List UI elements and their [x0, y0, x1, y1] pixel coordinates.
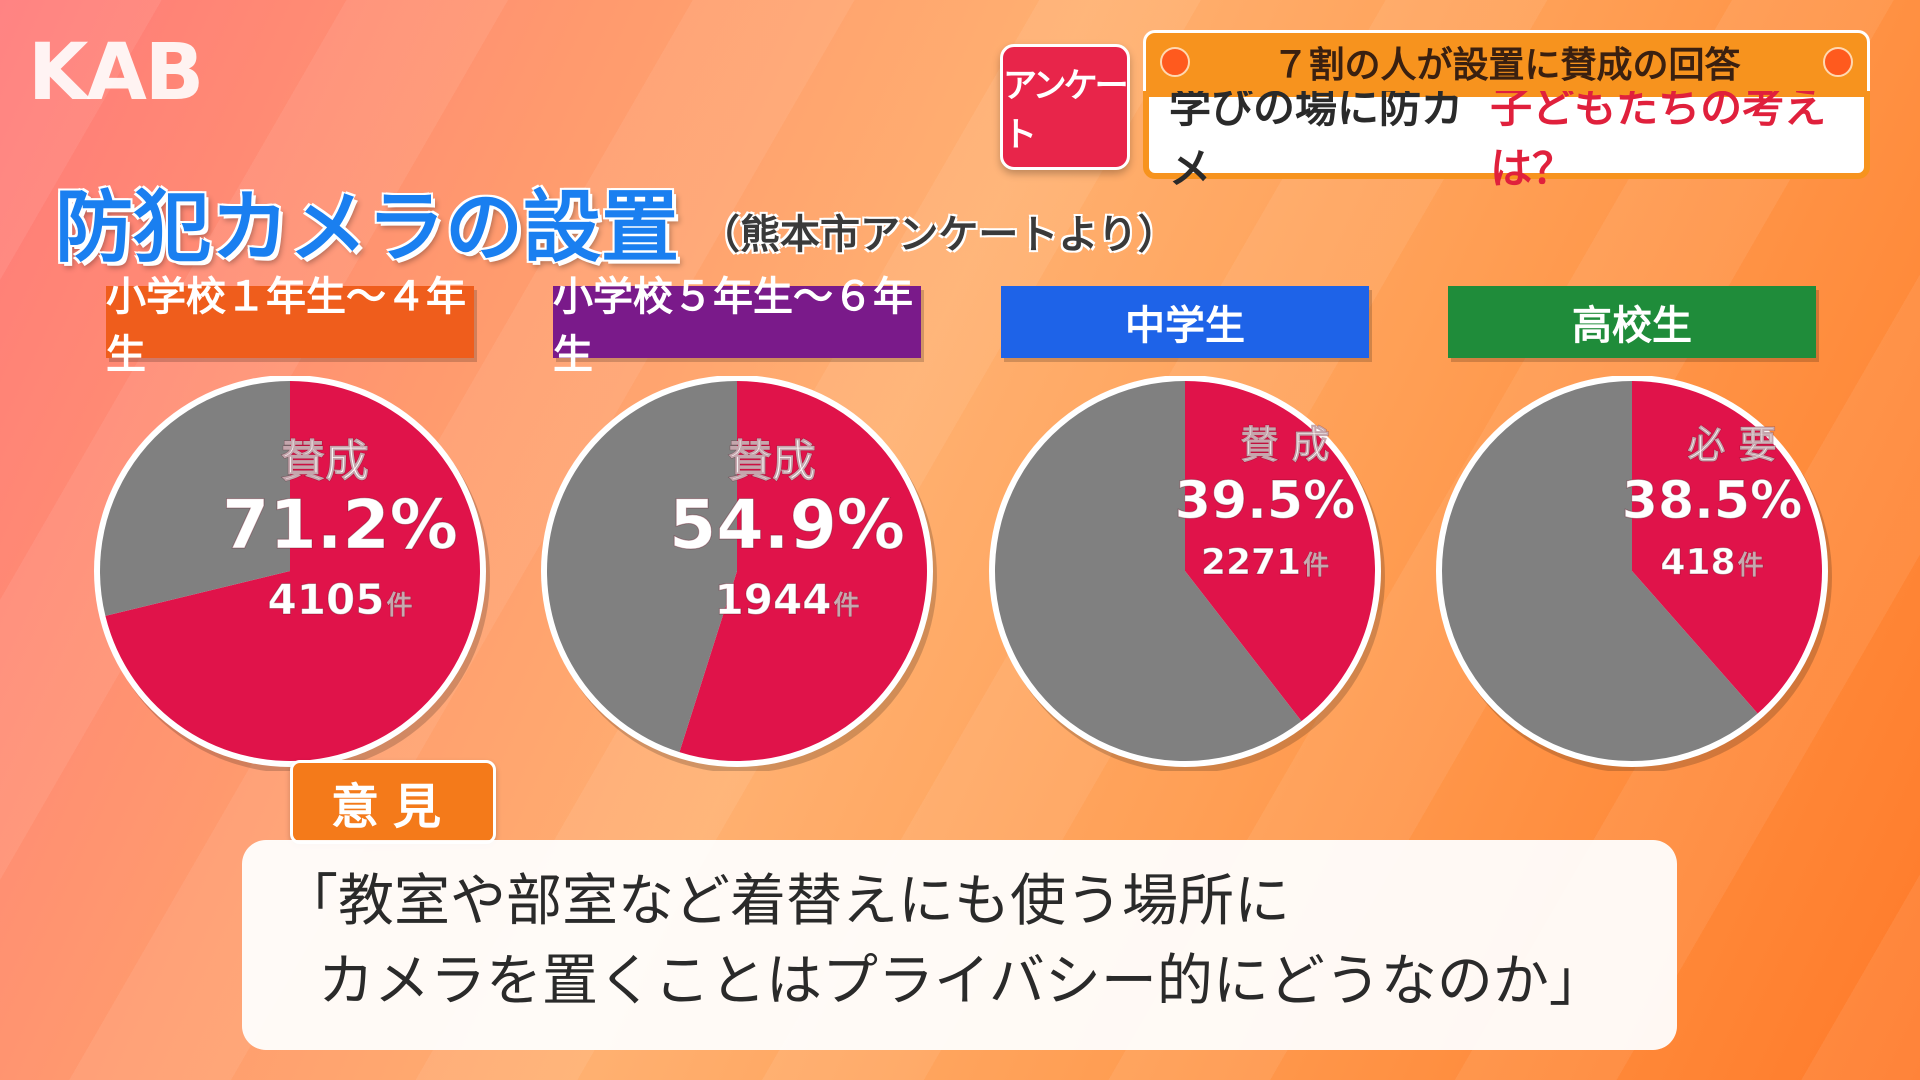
pie-slice-other: [995, 381, 1302, 761]
pie-slice-other: [100, 381, 290, 616]
pie-chart-2: 小学校５年生～６年生賛成 54.9% 1944件: [532, 274, 942, 771]
opinion-line-1: 「教室や部室など着替えにも使う場所に: [282, 869, 1290, 934]
headline-bottom-black: 学びの場に防カメ: [1169, 83, 1464, 193]
channel-logo: KAB: [28, 28, 204, 118]
opinion-label: 意見: [290, 760, 496, 844]
page-subtitle: （熊本市アンケートより）: [700, 212, 1178, 258]
pie-slice-yes: [105, 381, 481, 761]
chart-title: 高校生: [1448, 286, 1816, 358]
slice-label: 必 要: [1687, 423, 1776, 467]
opinion-quote: 「教室や部室など着替えにも使う場所に カメラを置くことはプライバシー的にどうなの…: [242, 840, 1677, 1050]
slice-count: 418件: [1660, 542, 1763, 583]
pie-chart-1: 小学校１年生～４年生 賛成 71.2% 4105件: [85, 274, 495, 771]
slice-percent: 71.2%: [222, 486, 458, 565]
pie-slice-yes: [679, 381, 927, 761]
slice-label: 賛成: [281, 436, 369, 487]
decor-dot-right: [1823, 47, 1853, 77]
pie-slice-yes: [1632, 381, 1822, 714]
headline-bottom-red: 子どもたちの考えは？: [1490, 83, 1827, 193]
chart-title: 中学生: [1001, 286, 1369, 358]
slice-percent: 39.5%: [1175, 471, 1355, 531]
opinion-line-2: カメラを置くことはプライバシー的にどうなのか」: [318, 949, 1605, 1014]
pie-slice-yes: [1185, 381, 1375, 722]
pie-slice-other: [547, 381, 737, 753]
pie-slice-other: [1442, 381, 1758, 761]
headline-bottom: 学びの場に防カメ 子どもたちの考えは？: [1143, 83, 1870, 193]
pie-svg: 必 要38.5% 418件: [1436, 376, 1832, 771]
slice-percent: 38.5%: [1622, 471, 1802, 531]
headline-box: ７割の人が設置に賛成の回答 学びの場に防カメ 子どもたちの考えは？: [1143, 30, 1870, 193]
headline-top-text: ７割の人が設置に賛成の回答: [1272, 45, 1741, 86]
pie-chart-3: 中学生賛 成 39.5% 2271件: [980, 286, 1390, 771]
headline-top: ７割の人が設置に賛成の回答: [1143, 30, 1870, 91]
chart-title: 小学校５年生～６年生: [553, 274, 921, 378]
survey-tag: アンケート: [1000, 44, 1130, 170]
pie-chart-4: 高校生必 要 38.5% 418件: [1427, 286, 1837, 771]
slice-label: 賛成: [728, 436, 816, 487]
decor-dot-left: [1160, 47, 1190, 77]
chart-title: 小学校１年生～４年生: [106, 274, 474, 378]
slice-label: 賛 成: [1240, 423, 1329, 467]
pie-svg: 賛 成39.5%2271件: [989, 376, 1385, 771]
page-title: 防犯カメラの設置: [55, 183, 680, 273]
slice-percent: 54.9%: [669, 486, 905, 565]
slice-count: 1944件: [715, 575, 860, 624]
